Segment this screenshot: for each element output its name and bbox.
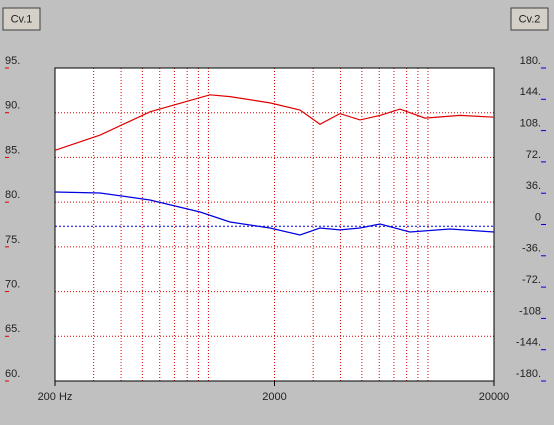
- y2-tick-label: 144.: [520, 86, 541, 98]
- y2-tick-label: -108: [519, 305, 541, 317]
- y2-tick-label: 180.: [520, 55, 541, 67]
- button-frame: [2, 7, 41, 31]
- plot-frame: [54, 67, 495, 382]
- y2-tick-label: -36.: [522, 243, 541, 255]
- y-tick-label: 70.: [5, 278, 20, 290]
- x-tick-label: 20000: [479, 391, 510, 403]
- y-tick-label: 85.: [5, 144, 20, 156]
- x-tick-label: 200 Hz: [38, 391, 73, 403]
- button[interactable]: Cv.1: [2, 7, 41, 31]
- y-tick-label: 80.: [5, 189, 20, 201]
- y-tick-label: 65.: [5, 323, 20, 335]
- y-tick-label: 60.: [5, 368, 20, 380]
- y-tick-label: 75.: [5, 234, 20, 246]
- button-label[interactable]: Cv.1: [11, 13, 33, 25]
- button-frame: [510, 7, 549, 31]
- button[interactable]: Cv.2: [510, 7, 549, 31]
- y2-tick-label: -144.: [516, 337, 541, 349]
- y2-tick-label: 72.: [526, 149, 541, 161]
- y2-tick-label: 36.: [526, 180, 541, 192]
- y-tick-label: 90.: [5, 100, 20, 112]
- y2-tick-label: 108.: [520, 118, 541, 130]
- y-tick-label: 95.: [5, 55, 20, 67]
- button-label[interactable]: Cv.2: [519, 13, 541, 25]
- y2-tick-label: -72.: [522, 274, 541, 286]
- x-tick-label: 2000: [262, 391, 286, 403]
- y2-tick-label: -180.: [516, 368, 541, 380]
- data-line: [54, 94, 495, 151]
- data-line: [54, 191, 495, 236]
- y2-tick-label: 0: [535, 211, 541, 223]
